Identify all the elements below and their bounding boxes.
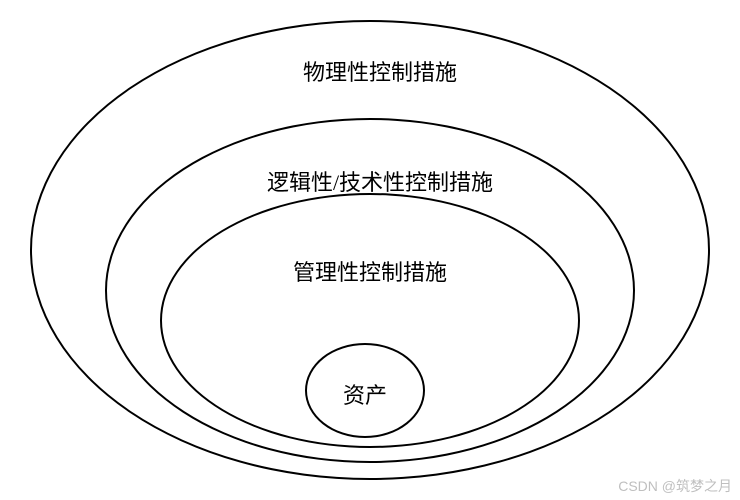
nested-ellipse-diagram: 物理性控制措施 逻辑性/技术性控制措施 管理性控制措施 资产 [0,0,740,500]
label-inner: 资产 [343,378,387,410]
watermark-text: CSDN @筑梦之月 [618,476,732,496]
label-third: 管理性控制措施 [293,255,447,287]
label-outer: 物理性控制措施 [303,55,457,87]
